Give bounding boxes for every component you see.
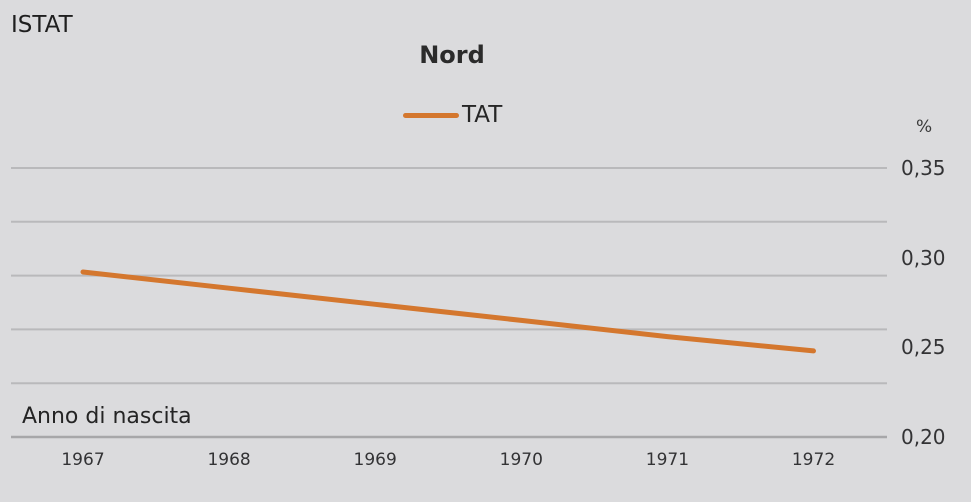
legend-series-label: TAT [462, 102, 503, 128]
x-axis-tick-label: 1968 [207, 450, 251, 470]
y-axis-tick-label: 0,30 [901, 245, 946, 270]
x-axis-tick-label: 1971 [645, 450, 690, 470]
y-axis-unit-label: % [916, 117, 933, 137]
legend-line-swatch [403, 112, 459, 118]
chart-title: Nord [419, 41, 485, 69]
x-axis-title: Anno di nascita [22, 404, 192, 429]
series-line-tat [80, 269, 816, 354]
y-axis-tick-label: 0,25 [901, 335, 946, 360]
x-axis-tick-label: 1967 [61, 450, 105, 470]
x-axis-tick-label: 1972 [791, 450, 836, 470]
source-label: ISTAT [11, 12, 73, 38]
x-axis-tick-label: 1970 [499, 450, 543, 470]
y-axis-tick-label: 0,20 [901, 425, 946, 449]
legend[interactable]: TAT [403, 101, 502, 129]
y-axis-tick-label: 0,35 [901, 156, 946, 180]
gridlines [11, 167, 887, 439]
x-axis-tick-label: 1969 [353, 450, 397, 470]
